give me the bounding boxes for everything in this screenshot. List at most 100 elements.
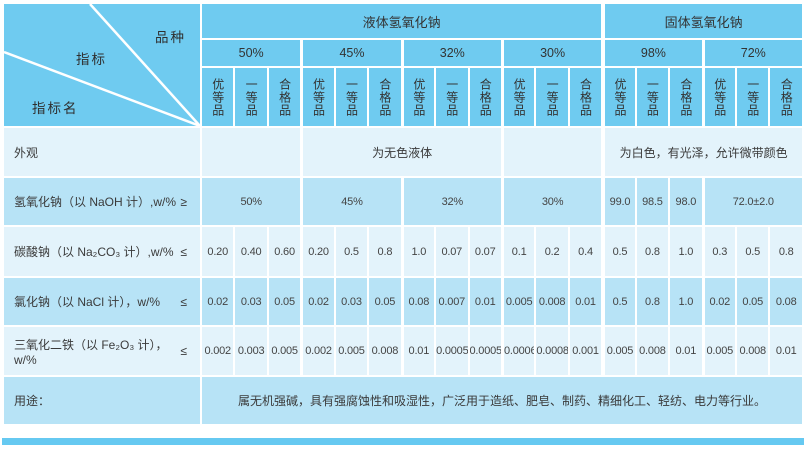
gte-symbol: ≥ <box>180 194 187 209</box>
corner-label-indicator-name: 指标名 <box>32 101 79 116</box>
value-cell: 0.005 <box>268 327 301 375</box>
value-cell: 0.40 <box>235 227 267 276</box>
row-fe2o3: 三氧化二铁（以 Fe₂O₃ 计），w/% ≤ 0.002 0.003 0.005 … <box>4 327 802 375</box>
grade-header: 合格品 <box>670 68 702 126</box>
grade-header: 合格品 <box>469 68 501 126</box>
value-cell: 0.0008 <box>536 327 568 375</box>
value-cell: 0.007 <box>436 278 468 325</box>
value-cell: 0.008 <box>536 278 568 325</box>
footer-divider-bar <box>2 438 804 445</box>
value-cell: 0.20 <box>202 227 234 276</box>
value-cell: 0.008 <box>636 327 669 375</box>
value-cell: 0.002 <box>302 327 334 375</box>
row-appearance: 外观 为无色液体 为白色，有光泽，允许微带颜色 <box>4 128 802 176</box>
value-cell: 0.60 <box>268 227 301 276</box>
grade-header: 优等品 <box>502 68 535 126</box>
lte-symbol: ≤ <box>180 344 187 358</box>
grade-header: 优等品 <box>202 68 234 126</box>
value-cell: 98.5 <box>636 178 669 225</box>
value-cell: 0.02 <box>302 278 334 325</box>
value-cell: 0.005 <box>335 327 368 375</box>
appearance-liquid-text: 为无色液体 <box>302 128 501 176</box>
grade-header: 优等品 <box>302 68 334 126</box>
grade-header: 优等品 <box>402 68 435 126</box>
value-cell: 0.07 <box>436 227 468 276</box>
corner-label-indicator: 指标 <box>76 52 107 67</box>
value-cell: 1.0 <box>402 227 435 276</box>
value-cell: 99.0 <box>603 178 635 225</box>
corner-label-variety: 品种 <box>155 30 186 45</box>
value-cell: 0.008 <box>369 327 401 375</box>
value-cell: 0.0006 <box>502 327 535 375</box>
grade-header: 一等品 <box>737 68 769 126</box>
grade-header: 优等品 <box>603 68 635 126</box>
row-na2co3: 碳酸钠（以 Na₂CO₃ 计）,w/% ≤ 0.20 0.40 0.60 0.20… <box>4 227 802 276</box>
value-cell: 0.05 <box>737 278 769 325</box>
row-label-nacl: 氯化钠（以 NaCl 计），w/% ≤ <box>4 278 200 325</box>
value-cell: 0.02 <box>202 278 234 325</box>
diagonal-divider-lines <box>4 4 200 126</box>
value-cell: 0.02 <box>703 278 735 325</box>
value-cell: 0.8 <box>636 278 669 325</box>
value-cell: 0.01 <box>569 278 602 325</box>
grade-header: 优等品 <box>703 68 735 126</box>
grade-header: 一等品 <box>636 68 669 126</box>
grade-header: 合格品 <box>770 68 802 126</box>
lte-symbol: ≤ <box>180 244 187 259</box>
row-label-naoh: 氢氧化钠（以 NaOH 计）,w/% ≥ <box>4 178 200 225</box>
corner-header-cell: 品种 指标 指标名 <box>4 4 200 126</box>
value-cell: 0.001 <box>569 327 602 375</box>
value-cell: 0.1 <box>502 227 535 276</box>
row-label-na2co3: 碳酸钠（以 Na₂CO₃ 计）,w/% ≤ <box>4 227 200 276</box>
value-cell: 0.0005 <box>436 327 468 375</box>
value-cell: 0.05 <box>369 278 401 325</box>
section-header-liquid: 液体氢氧化钠 <box>202 4 602 38</box>
value-cell: 0.5 <box>603 227 635 276</box>
grade-header: 合格品 <box>369 68 401 126</box>
value-cell: 0.01 <box>402 327 435 375</box>
conc-header-30: 30% <box>502 40 602 66</box>
value-cell: 0.4 <box>569 227 602 276</box>
value-cell: 0.8 <box>770 227 802 276</box>
lte-symbol: ≤ <box>180 294 187 309</box>
value-cell: 30% <box>502 178 602 225</box>
value-cell: 0.003 <box>235 327 267 375</box>
value-cell: 0.5 <box>737 227 769 276</box>
appearance-empty-cell <box>502 128 602 176</box>
row-naoh: 氢氧化钠（以 NaOH 计）,w/% ≥ 50% 45% 32% 30% 99.0… <box>4 178 802 225</box>
value-cell: 0.8 <box>636 227 669 276</box>
value-cell: 0.005 <box>502 278 535 325</box>
value-cell: 0.8 <box>369 227 401 276</box>
conc-header-98: 98% <box>603 40 702 66</box>
row-usage: 用途： 属无机强碱，具有强腐蚀性和吸湿性，广泛用于造纸、肥皂、制药、精细化工、轻… <box>4 377 802 424</box>
value-cell: 0.3 <box>703 227 735 276</box>
value-cell: 0.08 <box>402 278 435 325</box>
value-cell: 0.03 <box>235 278 267 325</box>
value-cell: 0.07 <box>469 227 501 276</box>
value-cell: 0.08 <box>770 278 802 325</box>
conc-header-45: 45% <box>302 40 401 66</box>
value-cell: 0.005 <box>603 327 635 375</box>
value-cell: 0.008 <box>737 327 769 375</box>
grade-header: 一等品 <box>335 68 368 126</box>
grade-header: 一等品 <box>536 68 568 126</box>
value-cell: 0.0005 <box>469 327 501 375</box>
value-cell: 0.01 <box>770 327 802 375</box>
value-cell: 50% <box>202 178 301 225</box>
conc-header-72: 72% <box>703 40 802 66</box>
appearance-empty-cell <box>202 128 301 176</box>
value-cell: 0.5 <box>603 278 635 325</box>
grade-header: 一等品 <box>235 68 267 126</box>
row-label-appearance: 外观 <box>4 128 200 176</box>
value-cell: 0.01 <box>469 278 501 325</box>
value-cell: 0.2 <box>536 227 568 276</box>
row-label-usage: 用途： <box>4 377 200 424</box>
grade-header: 合格品 <box>268 68 301 126</box>
value-cell: 72.0±2.0 <box>703 178 802 225</box>
value-cell: 0.005 <box>703 327 735 375</box>
value-cell: 1.0 <box>670 227 702 276</box>
row-nacl: 氯化钠（以 NaCl 计），w/% ≤ 0.02 0.03 0.05 0.02 0… <box>4 278 802 325</box>
section-header-solid: 固体氢氧化钠 <box>603 4 802 38</box>
conc-header-32: 32% <box>402 40 501 66</box>
value-cell: 98.0 <box>670 178 702 225</box>
